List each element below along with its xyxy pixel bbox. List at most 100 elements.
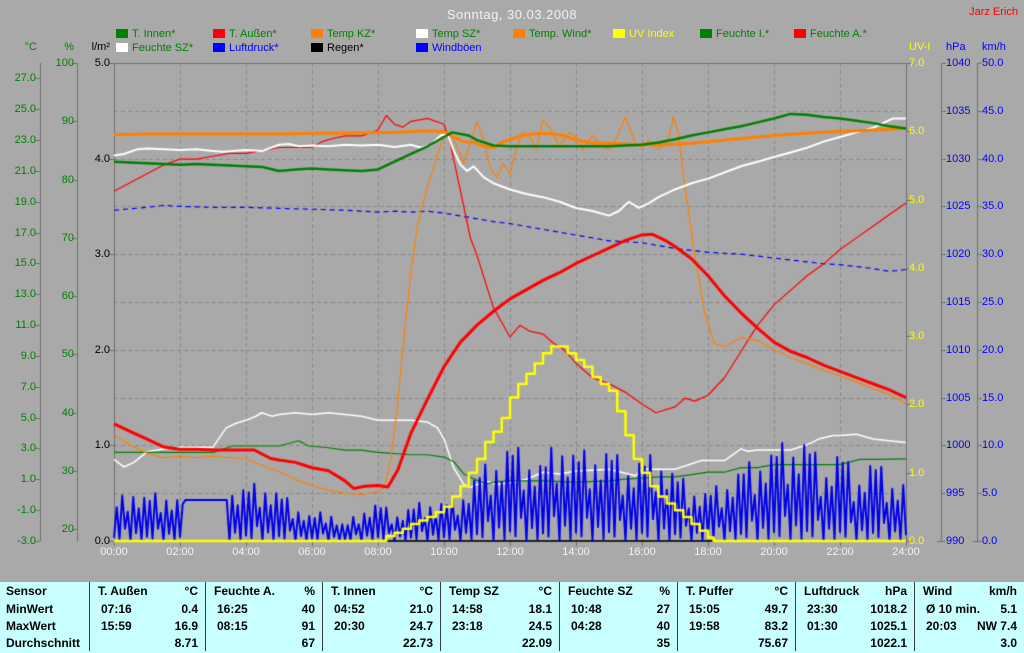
legend-item-tinnen: T. Innen*	[116, 27, 213, 40]
table-cell-right: 24.5	[528, 618, 552, 633]
table-cell-left: 15:05	[689, 601, 720, 616]
x-axis-label: 10:00	[430, 546, 458, 558]
tick-label-pct: 80	[61, 174, 74, 186]
tick-label-c: 11.0	[15, 319, 36, 331]
table-cell-right: 75.67	[757, 635, 788, 650]
table-cell-right: 83.2	[764, 618, 788, 633]
tick-label-kmh: 40.0	[982, 153, 1004, 165]
tick-label-hpa: 1040	[946, 57, 971, 69]
table-row-label: Durchschnitt	[6, 635, 81, 650]
tick-label-uv: 3.0	[909, 330, 925, 342]
table-cell: 22.09	[440, 634, 559, 651]
legend-label: Feuchte A.*	[810, 27, 867, 40]
table-cell-left: 01:30	[807, 618, 838, 633]
legend-label: Feuchte I.*	[716, 27, 770, 40]
x-axis-label: 18:00	[694, 546, 722, 558]
tick-label-pct: 20	[61, 523, 74, 535]
table-cell: 15:59 16.9	[89, 617, 205, 634]
tick-label-lm2: 0.0	[94, 535, 110, 547]
legend-label: Temp. Wind*	[529, 27, 592, 40]
tick-label-hpa: 1035	[946, 105, 971, 117]
table-cell: 04:28 40	[559, 617, 677, 634]
table-cell-right: %	[304, 584, 315, 598]
table-cell-right: °C	[774, 584, 788, 598]
tick-label-hpa: 1005	[946, 392, 971, 404]
table-cell-left: 19:58	[689, 618, 720, 633]
table-cell-right: 49.7	[764, 601, 788, 616]
tick-label-c: 15.0	[14, 257, 36, 269]
table-cell: 8.71	[89, 634, 205, 651]
table-cell-left: T. Innen	[331, 584, 376, 598]
legend-item-feuchtea: Feuchte A.*	[794, 27, 890, 40]
legend-color-swatch	[213, 43, 225, 52]
table-cell: 20:30 24.7	[322, 617, 440, 634]
table-row-label: MaxWert	[6, 618, 56, 633]
table-cell-right: 5.1	[1000, 601, 1017, 616]
legend-row-2: Feuchte SZ* Luftdruck* Regen* Windböen	[116, 41, 513, 54]
table-cell: 08:15 91	[205, 617, 322, 634]
table-cell: 15:05 49.7	[677, 600, 795, 617]
table-cell-right: 3.0	[1000, 635, 1017, 650]
legend-item-windben: Windböen	[416, 41, 513, 54]
table-cell-left: 14:58	[452, 601, 483, 616]
x-axis-label: 02:00	[166, 546, 194, 558]
table-cell-right: 1018.2	[870, 601, 907, 616]
tick-label-kmh: 50.0	[982, 57, 1004, 69]
table-cell: 3.0	[914, 634, 1024, 651]
table-cell-right: NW 7.4	[976, 618, 1017, 633]
x-axis-label: 00:00	[100, 546, 128, 558]
table-cell-right: %	[659, 584, 670, 598]
table-cell-right: 18.1	[528, 601, 552, 616]
tick-label-hpa: 1020	[946, 248, 971, 260]
table-cell-right: °C	[419, 584, 433, 598]
table-cell-right: 22.09	[521, 635, 552, 650]
tick-label-c: 23.0	[14, 134, 36, 146]
legend-label: Feuchte SZ*	[132, 41, 194, 54]
tick-label-lm2: 1.0	[94, 439, 110, 451]
tick-label-c: 19.0	[14, 196, 36, 208]
tick-label-lm2: 4.0	[94, 153, 110, 165]
table-cell-left: 08:15	[217, 618, 248, 633]
legend-item-feuchtesz: Feuchte SZ*	[116, 41, 213, 54]
tick-label-uv: 5.0	[909, 194, 925, 206]
table-cell-left: 10:48	[571, 601, 602, 616]
tick-label-kmh: 10.0	[982, 439, 1004, 451]
table-cell-right: °C	[538, 584, 552, 598]
legend-item-uvindex: UV Index	[613, 27, 700, 40]
table-cell-left: Feuchte A.	[214, 584, 275, 598]
tick-label-kmh: 30.0	[982, 248, 1004, 260]
legend-label: UV Index	[629, 27, 675, 40]
table-cell: Feuchte SZ%	[559, 582, 677, 600]
table-cell-right: 16.9	[174, 618, 198, 633]
x-axis-label: 20:00	[760, 546, 788, 558]
tick-label-pct: 60	[61, 290, 74, 302]
tick-label-c: 5.0	[20, 412, 36, 424]
x-axis-label: 14:00	[562, 546, 590, 558]
tick-label-kmh: 45.0	[982, 105, 1004, 117]
tick-label-c: 25.0	[14, 103, 36, 115]
table-cell: 07:16 0.4	[89, 600, 205, 617]
table-cell-right: 40	[301, 601, 315, 616]
table-cell: 75.67	[677, 634, 795, 651]
tick-label-hpa: 1015	[946, 296, 971, 308]
table-cell: Temp SZ °C	[440, 582, 559, 600]
page-title: Sonntag, 30.03.2008	[446, 7, 578, 22]
legend-label: Windböen	[432, 41, 482, 54]
tick-label-pct: 30	[61, 465, 74, 477]
tick-label-uv: 0.0	[909, 535, 925, 547]
table-row-label: Sensor	[6, 584, 47, 598]
table-cell-right: 27	[656, 601, 670, 616]
tick-label-kmh: 20.0	[982, 344, 1004, 356]
legend-label: Regen*	[327, 41, 364, 54]
table-cell: 10:48 27	[559, 600, 677, 617]
tick-label-uv: 7.0	[909, 57, 925, 69]
axis-unit-hpa: hPa	[946, 41, 966, 53]
legend-item-tempkz: Temp KZ*	[311, 27, 416, 40]
x-axis-label: 24:00	[892, 546, 920, 558]
legend-color-swatch	[311, 29, 323, 38]
table-cell-right: km/h	[988, 584, 1017, 598]
axis-unit-celsius: °C	[24, 41, 37, 53]
table-cell: 35	[559, 634, 677, 651]
legend-color-swatch	[416, 43, 428, 52]
